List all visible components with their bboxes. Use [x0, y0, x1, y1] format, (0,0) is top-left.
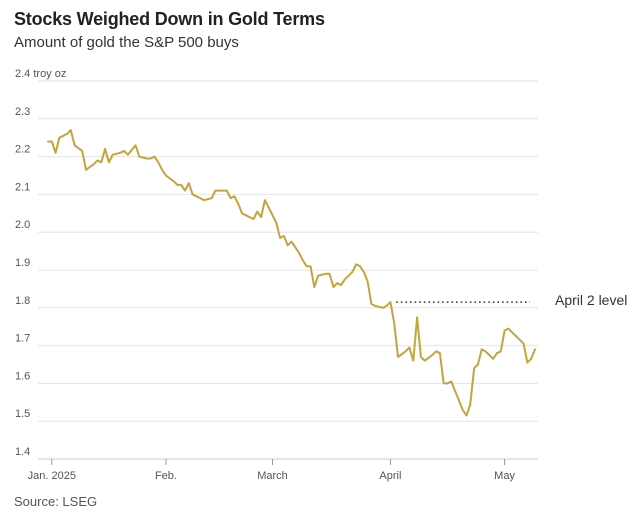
x-tick-label: May — [494, 470, 515, 482]
x-axis: Jan. 2025 Feb. March April May — [28, 459, 515, 482]
series-layer — [47, 129, 536, 417]
y-tick-label: 1.5 — [15, 408, 30, 420]
x-tick-label: March — [257, 470, 288, 482]
y-tick-label: 2.4 troy oz — [15, 68, 66, 80]
chart-title: Stocks Weighed Down in Gold Terms — [14, 9, 325, 29]
y-tick-label: 1.4 — [15, 446, 30, 458]
y-axis: 1.4 1.5 1.6 1.7 1.8 1.9 2.0 2.1 2.2 2.3 2.4 troy o… — [15, 68, 66, 458]
y-tick-label: 2.1 — [15, 181, 30, 193]
chart-subtitle: Amount of gold the S&P 500 buys — [14, 34, 239, 51]
y-tick-label: 1.6 — [15, 370, 30, 382]
y-tick-label: 2.3 — [15, 106, 30, 118]
y-tick-label: 1.9 — [15, 257, 30, 269]
april-2-level-label: April 2 level — [555, 292, 627, 308]
annotation-layer: April 2 level — [396, 292, 627, 308]
chart-source: Source: LSEG — [14, 494, 98, 509]
grid-layer — [38, 80, 538, 460]
series-line — [47, 129, 536, 417]
y-tick-label: 1.8 — [15, 295, 30, 307]
y-tick-label: 2.0 — [15, 219, 30, 231]
y-tick-label: 2.2 — [15, 144, 30, 156]
x-tick-label: Jan. 2025 — [28, 470, 76, 482]
x-tick-label: April — [379, 470, 401, 482]
y-tick-label: 1.7 — [15, 333, 30, 345]
x-tick-label: Feb. — [155, 470, 177, 482]
